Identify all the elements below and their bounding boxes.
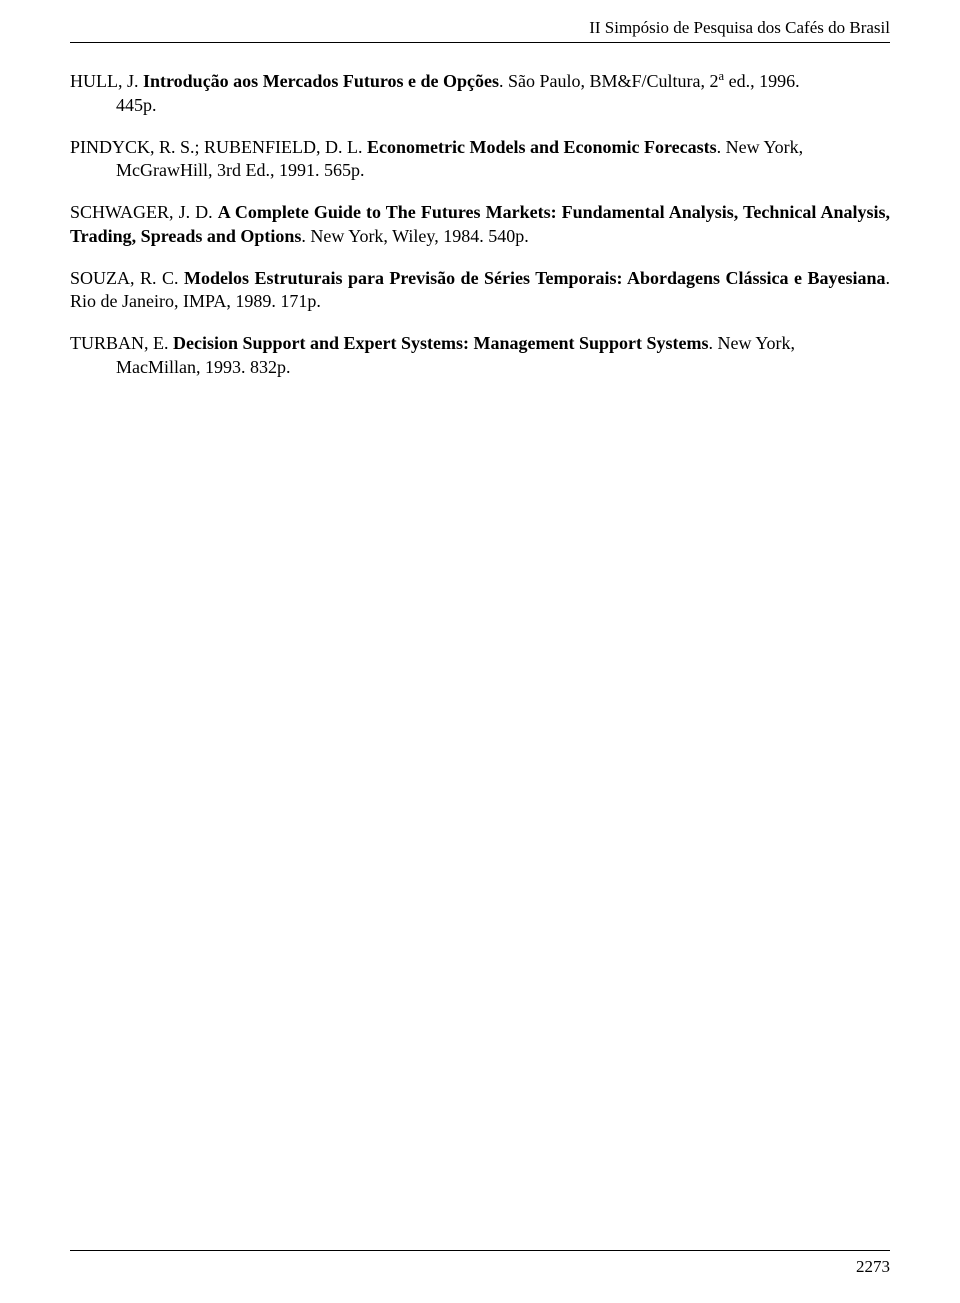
ref-line2: McGrawHill, 3rd Ed., 1991. 565p.	[70, 159, 890, 183]
ref-title: Decision Support and Expert Systems: Man…	[173, 333, 709, 353]
reference-entry: PINDYCK, R. S.; RUBENFIELD, D. L. Econom…	[70, 136, 890, 184]
ref-text: . New York, Wiley, 1984. 540p.	[301, 226, 528, 246]
header-rule	[70, 42, 890, 43]
page: II Simpósio de Pesquisa dos Cafés do Bra…	[0, 0, 960, 1303]
ref-author: TURBAN, E.	[70, 333, 173, 353]
ref-title: Modelos Estruturais para Previsão de Sér…	[184, 268, 886, 288]
running-header: II Simpósio de Pesquisa dos Cafés do Bra…	[589, 18, 890, 38]
ref-author: HULL, J.	[70, 71, 143, 91]
ref-text: . São Paulo, BM&F/Cultura, 2	[499, 71, 719, 91]
reference-entry: TURBAN, E. Decision Support and Expert S…	[70, 332, 890, 380]
ref-author: SOUZA, R. C.	[70, 268, 184, 288]
ref-line2: 445p.	[70, 94, 890, 118]
ref-text: . New York,	[717, 137, 804, 157]
ref-text: ed., 1996.	[724, 71, 800, 91]
ref-author: SCHWAGER, J. D.	[70, 202, 218, 222]
ref-title: Introdução aos Mercados Futuros e de Opç…	[143, 71, 499, 91]
reference-entry: SOUZA, R. C. Modelos Estruturais para Pr…	[70, 267, 890, 315]
page-number: 2273	[856, 1257, 890, 1277]
ref-text: . New York,	[709, 333, 796, 353]
footer-rule	[70, 1250, 890, 1251]
ref-line2: MacMillan, 1993. 832p.	[70, 356, 890, 380]
references-section: HULL, J. Introdução aos Mercados Futuros…	[70, 68, 890, 398]
ref-author: PINDYCK, R. S.; RUBENFIELD, D. L.	[70, 137, 367, 157]
reference-entry: SCHWAGER, J. D. A Complete Guide to The …	[70, 201, 890, 249]
ref-title: Econometric Models and Economic Forecast…	[367, 137, 717, 157]
reference-entry: HULL, J. Introdução aos Mercados Futuros…	[70, 68, 890, 118]
